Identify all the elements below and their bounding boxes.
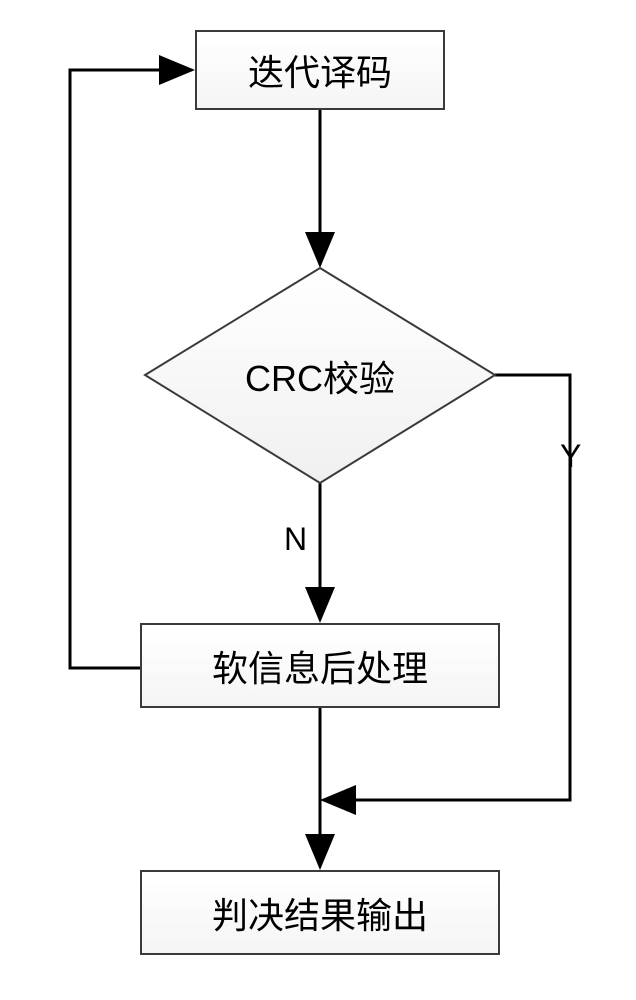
edge-label-y: Y	[560, 438, 581, 475]
flowchart-container: 迭代译码 CRC校验 软信息后处理 判决结果输出 N Y	[0, 0, 636, 1000]
node-soft-info: 软信息后处理	[140, 623, 500, 708]
edge-label-n: N	[284, 521, 307, 558]
node-decision-output-label: 判决结果输出	[212, 887, 428, 939]
node-crc-check: CRC校验	[145, 268, 495, 483]
node-decision-output: 判决结果输出	[140, 870, 500, 955]
flowchart-svg	[0, 0, 636, 1000]
node-soft-info-label: 软信息后处理	[212, 640, 428, 692]
node-crc-check-label: CRC校验	[245, 350, 395, 402]
node-iterative-decoding-label: 迭代译码	[248, 44, 392, 96]
node-iterative-decoding: 迭代译码	[195, 30, 445, 110]
